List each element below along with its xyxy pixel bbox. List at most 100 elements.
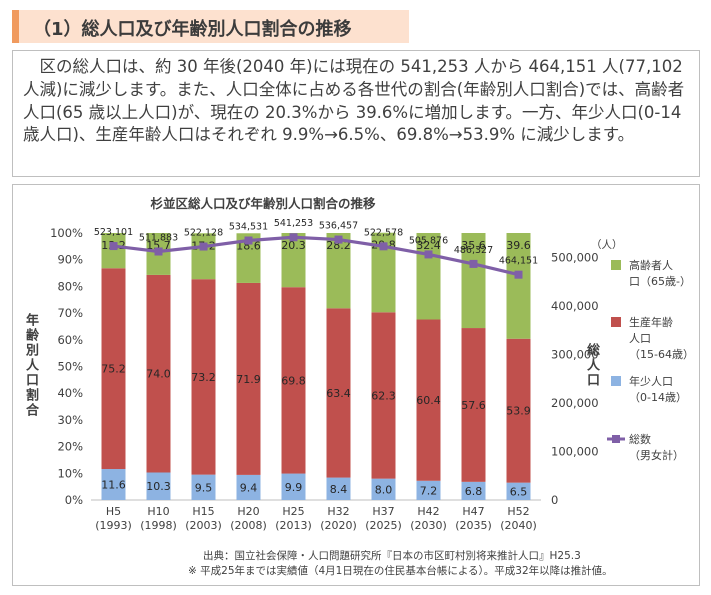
total-population-label: 536,457 <box>319 221 358 232</box>
x-tick-label: H47 <box>462 505 484 518</box>
bar-value-label: 8.4 <box>330 483 348 496</box>
bar-segment <box>281 473 306 500</box>
bar-segment <box>236 474 261 500</box>
total-population-label: 511,883 <box>139 233 178 244</box>
legend-label: 年少人口 <box>629 374 673 388</box>
bar-value-label: 6.8 <box>465 485 483 498</box>
legend-swatch <box>611 317 621 327</box>
legend-label: 高齢者人 <box>629 258 673 272</box>
x-tick-label: H52 <box>507 505 529 518</box>
total-population-point <box>244 236 253 245</box>
x-tick-sublabel: (1998) <box>140 519 177 532</box>
population-chart: 杉並区総人口及び年齢別人口割合の推移 0% 10% 20% 30% 40% 50% 60% 70… <box>50 196 694 532</box>
x-tick-sublabel: (2020) <box>320 519 357 532</box>
x-tick-label: H15 <box>192 505 214 518</box>
y-tick-label: 70% <box>57 306 83 320</box>
legend-label: 生産年齢 <box>629 315 673 329</box>
bar-segment <box>461 481 486 500</box>
bar-segment <box>506 233 531 339</box>
bar-value-label: 15.7 <box>146 239 171 252</box>
bar-value-label: 10.3 <box>146 480 171 493</box>
y2-tick-label: 300,000 <box>551 347 599 361</box>
y-tick-label: 20% <box>57 440 83 454</box>
bar-segment <box>416 233 441 320</box>
bar-segment <box>326 308 351 478</box>
bar-segment <box>101 268 126 470</box>
legend-label: 口（65歳-） <box>629 275 691 288</box>
bar-value-label: 6.5 <box>510 485 528 498</box>
x-tick-sublabel: (2030) <box>410 519 447 532</box>
bar-segment <box>416 480 441 500</box>
x-tick-sublabel: (2025) <box>365 519 402 532</box>
x-tick-sublabel: (2013) <box>275 519 312 532</box>
y2-axis-label: 総人口 <box>584 343 599 388</box>
x-tick-label: H5 <box>106 505 121 518</box>
bar-segment <box>461 328 486 482</box>
bar-segment <box>416 319 441 481</box>
bar-value-label: 57.6 <box>461 399 486 412</box>
legend-label: 人口 <box>629 332 651 345</box>
section-header: （1）総人口及び年齢別人口割合の推移 <box>12 10 409 43</box>
total-population-point <box>154 247 163 256</box>
bar-value-label: 63.4 <box>326 387 351 400</box>
bar-value-label: 20.3 <box>281 239 306 252</box>
total-population-point <box>334 235 343 244</box>
source-note: 出典：国立社会保障・人口問題研究所『日本の市区町村別将来推計人口』H25.3 <box>203 550 581 562</box>
bar-segment <box>326 477 351 500</box>
chart-frame: 杉並区総人口及び年齢別人口割合の推移 0% 10% 20% 30% 40% 50% 60% 70… <box>12 184 700 586</box>
legend-line-marker <box>612 435 620 443</box>
x-tick-sublabel: (2003) <box>185 519 222 532</box>
bar-value-label: 9.5 <box>195 481 213 494</box>
y-tick-label: 50% <box>57 360 83 374</box>
bar-value-label: 9.9 <box>285 481 303 494</box>
total-population-point <box>199 242 208 251</box>
total-population-label: 523,101 <box>94 227 133 238</box>
x-tick-label: H42 <box>417 505 439 518</box>
total-population-point <box>109 242 118 251</box>
y2-unit-label: （人） <box>591 239 623 251</box>
bar-segment <box>371 312 396 479</box>
bar-value-label: 9.4 <box>240 481 258 494</box>
bar-value-label: 69.8 <box>281 374 306 387</box>
legend-swatch <box>611 260 621 270</box>
y-tick-label: 100% <box>50 226 83 240</box>
bar-segment <box>281 233 306 288</box>
legend-label: （男女計） <box>629 448 684 462</box>
total-population-point <box>289 233 298 242</box>
x-tick-sublabel: (2040) <box>500 519 537 532</box>
y-tick-label: 40% <box>57 386 83 400</box>
x-tick-sublabel: (1993) <box>95 519 132 532</box>
chart-title: 杉並区総人口及び年齢別人口割合の推移 <box>150 196 376 211</box>
x-tick-label: H10 <box>147 505 169 518</box>
total-population-point <box>469 259 478 268</box>
y-axis-label: 年齢別人口割合 <box>23 313 38 418</box>
y2-tick-label: 200,000 <box>551 396 599 410</box>
total-population-point <box>424 250 433 259</box>
x-tick-label: H20 <box>237 505 259 518</box>
bar-value-label: 62.3 <box>371 389 396 402</box>
bar-segment <box>101 233 126 269</box>
y-tick-label: 80% <box>57 279 83 293</box>
bar-segment <box>146 472 171 500</box>
bar-segment <box>326 233 351 309</box>
x-tick-label: H25 <box>282 505 304 518</box>
y-tick-label: 10% <box>57 466 83 480</box>
bar-value-label: 60.4 <box>416 394 441 407</box>
legend-label: 総数 <box>629 432 651 446</box>
total-population-point <box>514 270 523 279</box>
total-population-label: 534,531 <box>229 222 268 233</box>
bar-value-label: 75.2 <box>101 363 126 376</box>
bar-value-label: 8.0 <box>375 483 393 496</box>
y-tick-label: 60% <box>57 333 83 347</box>
legend-label: （15-64歳） <box>629 348 694 361</box>
bar-value-label: 35.6 <box>461 239 486 252</box>
y-tick-label: 0% <box>65 493 83 507</box>
bar-segment <box>191 474 216 500</box>
bar-segment <box>506 338 531 483</box>
total-population-label: 522,128 <box>184 228 223 239</box>
x-tick-label: H32 <box>327 505 349 518</box>
total-population-point <box>379 242 388 251</box>
bar-value-label: 32.4 <box>416 239 441 252</box>
total-population-label: 486,327 <box>454 245 493 256</box>
x-tick-sublabel: (2035) <box>455 519 492 532</box>
